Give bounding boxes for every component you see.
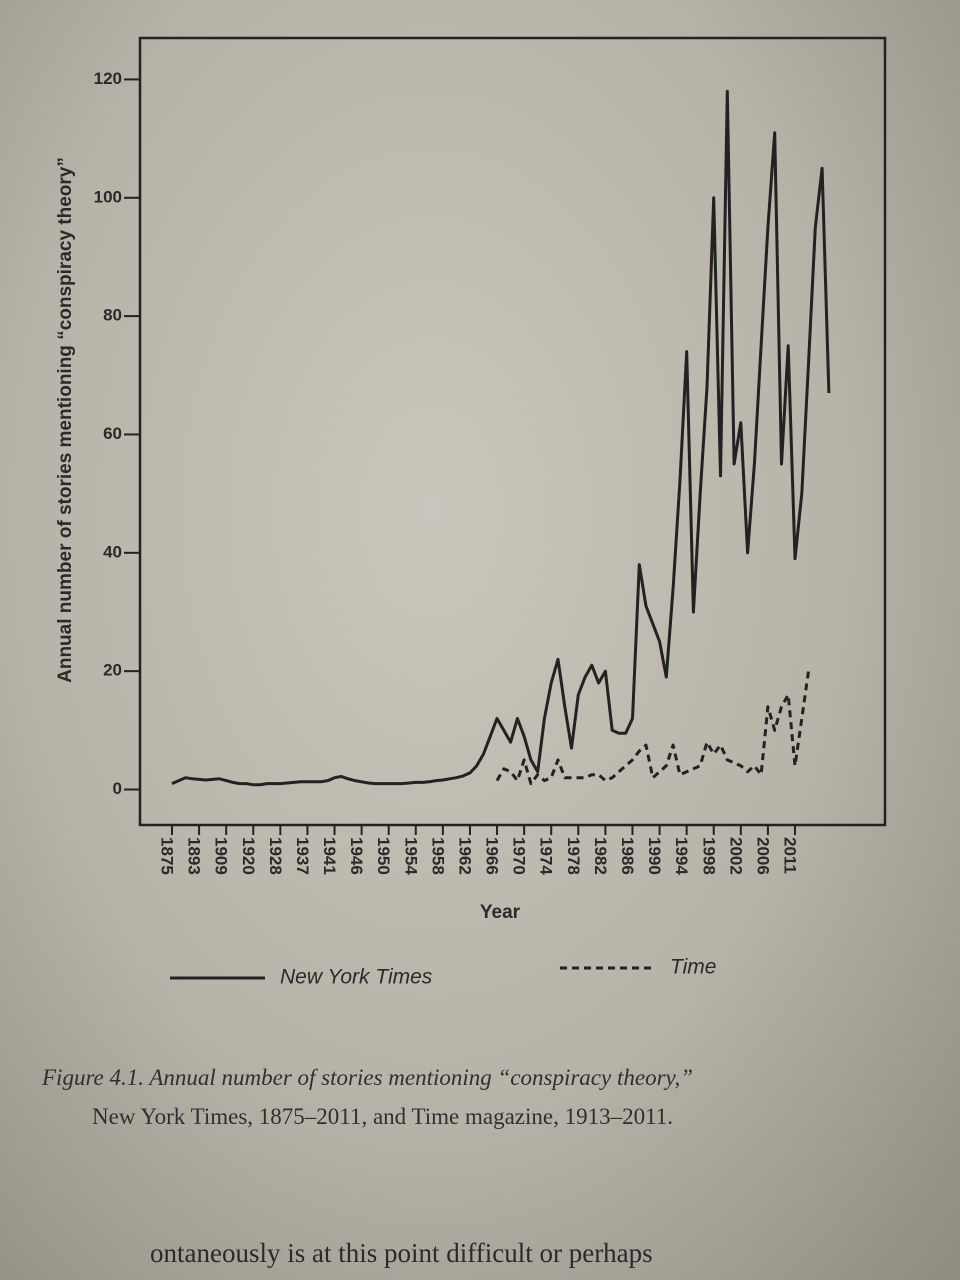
y-tick-label: 40 bbox=[103, 542, 122, 561]
x-tick-label: 1941 bbox=[320, 837, 339, 875]
x-tick-label: 1946 bbox=[347, 837, 366, 875]
x-tick-label: 1994 bbox=[672, 837, 691, 875]
x-tick-label: 1920 bbox=[239, 837, 258, 875]
plot-frame bbox=[138, 36, 887, 827]
x-tick-label: 2011 bbox=[781, 837, 800, 874]
legend-label: New York Times bbox=[280, 966, 433, 989]
x-tick-label: 1950 bbox=[374, 837, 393, 875]
y-tick-label: 20 bbox=[103, 661, 122, 680]
data-line bbox=[495, 670, 810, 786]
x-tick-label: 1982 bbox=[591, 837, 610, 875]
x-axis-title: Year bbox=[480, 902, 521, 923]
x-tick-label: 2002 bbox=[726, 837, 745, 875]
x-tick-label: 1893 bbox=[185, 837, 204, 875]
y-tick-label: 120 bbox=[94, 69, 122, 88]
x-tick-label: 1909 bbox=[212, 837, 231, 875]
x-tick-label: 1875 bbox=[158, 837, 177, 875]
x-tick-label: 2006 bbox=[753, 837, 772, 875]
x-tick-label: 1998 bbox=[699, 837, 718, 875]
y-tick-label: 60 bbox=[103, 424, 122, 443]
x-tick-label: 1974 bbox=[537, 837, 556, 875]
x-tick-label: 1928 bbox=[266, 837, 285, 875]
x-tick-label: 1937 bbox=[293, 837, 312, 875]
x-tick-label: 1954 bbox=[401, 837, 420, 875]
x-tick-label: 1970 bbox=[510, 837, 529, 875]
y-axis-title: Annual number of stories mentioning “con… bbox=[55, 157, 76, 683]
x-tick-label: 1958 bbox=[428, 837, 447, 875]
caption-line: New York Times, 1875–2011, and Time maga… bbox=[92, 1104, 673, 1129]
legend-label: Time bbox=[670, 956, 716, 979]
y-tick-label: 80 bbox=[103, 306, 122, 325]
x-tick-label: 1962 bbox=[455, 837, 474, 875]
x-tick-label: 1978 bbox=[564, 837, 583, 875]
x-tick-label: 1990 bbox=[645, 837, 664, 875]
body-text: ontaneously is at this point difficult o… bbox=[150, 1238, 653, 1268]
x-tick-label: 1986 bbox=[618, 837, 637, 875]
data-line bbox=[171, 89, 831, 787]
y-tick-label: 0 bbox=[113, 779, 122, 798]
caption-line: Figure 4.1. Annual number of stories men… bbox=[41, 1065, 693, 1090]
x-tick-label: 1966 bbox=[483, 837, 502, 875]
y-tick-label: 100 bbox=[94, 187, 122, 206]
